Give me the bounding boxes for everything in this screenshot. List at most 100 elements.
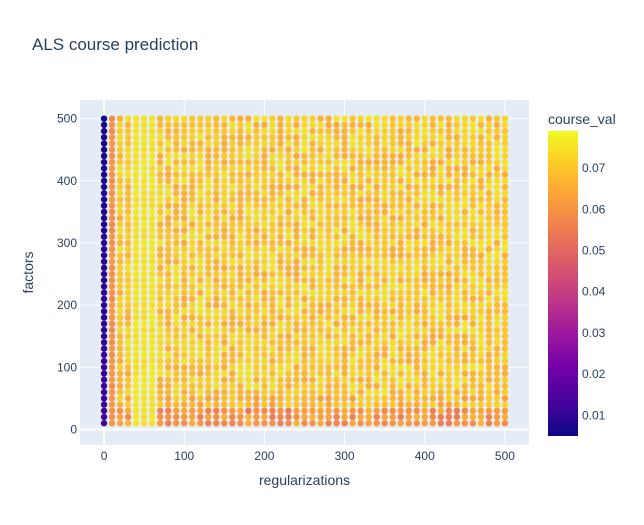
data-point	[253, 258, 260, 265]
data-point	[453, 208, 461, 216]
data-point	[429, 177, 436, 185]
data-point	[397, 295, 404, 303]
data-point	[277, 364, 284, 371]
data-point	[229, 270, 236, 278]
data-point	[413, 196, 420, 203]
data-point	[221, 388, 228, 396]
data-points	[100, 115, 509, 427]
data-point	[365, 152, 372, 160]
data-point	[132, 252, 140, 259]
data-point	[229, 233, 236, 240]
data-point	[100, 326, 108, 334]
data-point	[156, 301, 164, 309]
data-point	[477, 214, 485, 222]
data-point	[493, 202, 501, 209]
data-point	[389, 401, 396, 408]
data-point	[189, 401, 196, 408]
data-point	[397, 277, 404, 284]
data-point	[413, 227, 420, 234]
data-point	[333, 364, 340, 371]
data-point	[485, 245, 493, 253]
y-tick-label: 300	[57, 236, 77, 250]
data-point	[173, 357, 180, 365]
data-point	[165, 357, 172, 365]
data-point	[269, 140, 276, 147]
data-point	[116, 395, 124, 402]
data-point	[116, 152, 124, 160]
data-point	[116, 382, 124, 390]
data-point	[285, 333, 292, 340]
data-point	[245, 295, 252, 303]
data-point	[237, 382, 244, 390]
data-point	[140, 221, 148, 228]
data-point	[445, 382, 453, 390]
data-point	[237, 339, 244, 346]
data-point	[405, 190, 412, 197]
data-point	[116, 252, 124, 259]
data-point	[165, 208, 172, 216]
data-point	[261, 208, 268, 216]
data-point	[405, 171, 412, 178]
data-point	[108, 196, 116, 203]
data-point	[317, 351, 324, 359]
data-point	[229, 146, 236, 153]
data-point	[485, 258, 493, 265]
data-point	[317, 115, 324, 122]
data-point	[349, 245, 356, 253]
data-point	[140, 252, 148, 259]
data-point	[341, 146, 348, 153]
data-point	[165, 407, 172, 415]
data-point	[373, 289, 380, 296]
data-point	[237, 420, 244, 427]
data-point	[381, 134, 388, 141]
data-point	[501, 245, 509, 253]
data-point	[381, 115, 388, 122]
data-point	[261, 190, 268, 197]
data-point	[301, 326, 308, 334]
data-point	[173, 420, 180, 427]
data-point	[461, 308, 469, 315]
data-point	[405, 252, 412, 259]
data-point	[341, 320, 348, 327]
data-point	[357, 258, 364, 265]
data-point	[140, 308, 148, 315]
data-point	[221, 351, 228, 359]
data-point	[309, 245, 316, 253]
data-point	[381, 351, 388, 359]
data-point	[237, 277, 244, 284]
data-point	[357, 277, 364, 284]
data-point	[501, 376, 509, 383]
data-point	[357, 413, 364, 421]
data-point	[293, 140, 300, 147]
data-point	[173, 351, 180, 359]
data-point	[253, 121, 260, 129]
data-point	[397, 227, 404, 234]
data-point	[156, 127, 164, 135]
data-point	[349, 177, 356, 185]
data-point	[156, 227, 164, 234]
data-point	[229, 208, 236, 216]
data-point	[213, 420, 220, 427]
data-point	[333, 277, 340, 284]
data-point	[124, 401, 132, 408]
data-point	[413, 308, 420, 315]
data-point	[261, 239, 268, 247]
data-point	[229, 214, 236, 222]
data-point	[341, 382, 348, 390]
data-point	[285, 233, 292, 240]
data-point	[237, 308, 244, 315]
data-point	[301, 382, 308, 390]
data-point	[429, 364, 436, 371]
data-point	[173, 121, 180, 129]
data-point	[421, 413, 428, 421]
data-point	[309, 214, 316, 222]
data-point	[309, 202, 316, 209]
data-point	[477, 121, 485, 129]
data-point	[148, 320, 156, 327]
data-point	[253, 208, 260, 216]
data-point	[173, 190, 180, 197]
data-point	[333, 295, 340, 303]
data-point	[373, 208, 380, 216]
data-point	[277, 158, 284, 166]
data-point	[181, 165, 188, 172]
